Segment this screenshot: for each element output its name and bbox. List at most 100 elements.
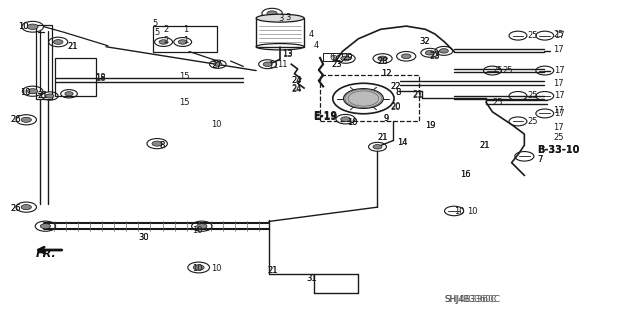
Text: 5: 5 xyxy=(152,19,157,28)
Text: 20: 20 xyxy=(390,103,401,112)
Text: 21: 21 xyxy=(479,141,490,150)
Text: 21: 21 xyxy=(68,42,78,51)
Text: 25: 25 xyxy=(492,66,503,75)
Text: 15: 15 xyxy=(179,72,190,81)
Circle shape xyxy=(344,89,383,108)
Text: 8: 8 xyxy=(396,88,401,97)
Text: 10: 10 xyxy=(348,117,358,127)
Circle shape xyxy=(263,62,272,66)
Text: 17: 17 xyxy=(554,92,565,100)
Text: 29: 29 xyxy=(342,53,353,62)
Text: 21: 21 xyxy=(68,42,78,51)
Text: B-33-10: B-33-10 xyxy=(537,145,579,155)
Text: 21: 21 xyxy=(378,133,388,142)
Circle shape xyxy=(27,24,38,29)
Circle shape xyxy=(196,224,207,229)
Text: 25: 25 xyxy=(492,98,503,107)
Text: 18: 18 xyxy=(95,73,106,82)
Text: 30: 30 xyxy=(138,233,148,242)
Text: 24: 24 xyxy=(291,85,302,94)
Text: 2: 2 xyxy=(164,26,169,34)
Text: 17: 17 xyxy=(553,106,564,115)
Circle shape xyxy=(159,40,168,44)
Text: 3: 3 xyxy=(278,14,284,23)
Text: 25: 25 xyxy=(553,31,564,40)
Text: 26: 26 xyxy=(10,204,21,212)
Text: 13: 13 xyxy=(282,49,292,58)
Text: 9: 9 xyxy=(384,114,389,123)
Text: 30: 30 xyxy=(138,233,148,242)
Text: 11: 11 xyxy=(268,61,278,70)
Text: 13: 13 xyxy=(282,50,292,59)
Text: 10: 10 xyxy=(454,207,465,216)
Text: 21: 21 xyxy=(38,92,48,100)
Text: 10: 10 xyxy=(192,263,203,273)
Circle shape xyxy=(40,224,51,229)
Circle shape xyxy=(378,56,387,61)
Text: 8: 8 xyxy=(159,141,164,150)
Circle shape xyxy=(152,141,163,146)
Circle shape xyxy=(401,54,411,59)
Text: 21: 21 xyxy=(413,91,423,100)
Text: 14: 14 xyxy=(397,137,407,146)
Text: 21: 21 xyxy=(479,141,490,150)
Bar xyxy=(256,18,304,47)
Bar xyxy=(153,26,216,51)
Text: 10: 10 xyxy=(20,88,30,97)
Text: 17: 17 xyxy=(553,123,564,132)
Text: 21: 21 xyxy=(268,266,278,275)
Text: 9: 9 xyxy=(384,114,389,123)
Ellipse shape xyxy=(256,14,304,22)
Text: 25: 25 xyxy=(527,92,538,100)
Bar xyxy=(320,75,419,122)
Text: 22: 22 xyxy=(390,82,401,91)
Text: 23: 23 xyxy=(332,60,342,69)
Text: 29: 29 xyxy=(342,53,353,62)
Text: 10: 10 xyxy=(20,88,30,97)
Text: 16: 16 xyxy=(461,170,471,179)
Circle shape xyxy=(53,40,63,44)
Text: 26: 26 xyxy=(10,115,21,124)
Text: 25: 25 xyxy=(502,66,513,75)
Text: 28: 28 xyxy=(378,56,388,65)
Text: 6: 6 xyxy=(332,53,337,62)
Text: 25: 25 xyxy=(527,31,538,40)
Text: 22: 22 xyxy=(390,82,401,91)
Text: 10: 10 xyxy=(19,22,29,31)
Circle shape xyxy=(178,40,187,44)
Text: 21: 21 xyxy=(268,266,278,275)
Text: 25: 25 xyxy=(527,117,538,126)
Text: 12: 12 xyxy=(381,69,392,78)
Text: FR.: FR. xyxy=(36,249,56,259)
Text: 4: 4 xyxy=(308,30,314,39)
Text: 19: 19 xyxy=(426,121,436,130)
Text: 7: 7 xyxy=(537,155,543,164)
Text: 26: 26 xyxy=(10,115,21,124)
Circle shape xyxy=(28,89,38,94)
Circle shape xyxy=(373,145,382,149)
Text: 31: 31 xyxy=(306,274,317,283)
Text: 26: 26 xyxy=(10,204,21,212)
Text: 17: 17 xyxy=(553,45,564,55)
Text: 7: 7 xyxy=(537,155,543,164)
Text: 14: 14 xyxy=(397,137,407,146)
Text: 24: 24 xyxy=(291,85,302,93)
Text: 31: 31 xyxy=(306,274,317,283)
Text: SHJ4B3360C: SHJ4B3360C xyxy=(445,295,500,304)
Text: 23: 23 xyxy=(332,60,342,69)
Text: 12: 12 xyxy=(381,69,392,78)
Text: 21: 21 xyxy=(413,90,423,99)
Text: 3: 3 xyxy=(285,13,291,22)
Text: 20: 20 xyxy=(390,102,401,111)
Text: 24: 24 xyxy=(291,76,302,85)
Text: E-19: E-19 xyxy=(314,111,338,121)
Text: E-19: E-19 xyxy=(314,112,338,122)
Text: 21: 21 xyxy=(38,92,48,100)
Text: 8: 8 xyxy=(396,88,401,97)
Text: 16: 16 xyxy=(461,170,471,179)
Circle shape xyxy=(340,117,350,122)
Circle shape xyxy=(440,49,449,53)
Text: 17: 17 xyxy=(554,109,565,118)
Circle shape xyxy=(267,11,277,16)
Text: 4: 4 xyxy=(314,41,319,50)
